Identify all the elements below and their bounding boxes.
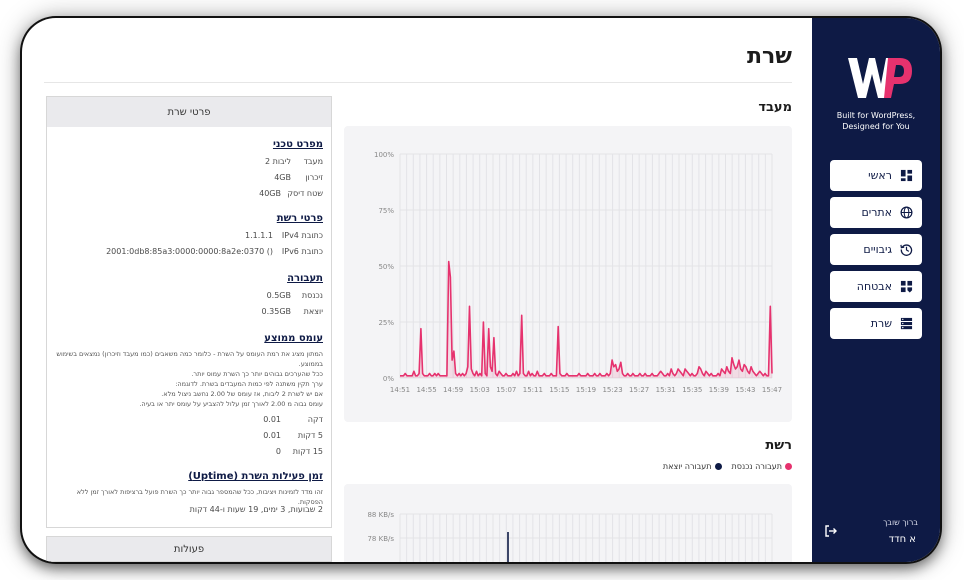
load-row-5min: 5 דקות 0.01 — [263, 431, 323, 440]
x-tick-label: 15:39 — [709, 386, 729, 394]
globe-icon — [900, 206, 913, 219]
y-tick-label: 88 KB/s — [367, 511, 394, 519]
nav-item-security[interactable]: אבטחה — [830, 271, 922, 302]
y-tick-label: 25% — [378, 319, 394, 327]
x-tick-label: 15:31 — [656, 386, 676, 394]
load-row-15min: 15 דקות 0 — [275, 447, 323, 456]
network-chart: 88 KB/s 78 KB/s — [367, 511, 773, 562]
nav-item-label: שרת — [870, 317, 892, 330]
legend-incoming-swatch — [785, 463, 792, 470]
x-tick-label: 15:27 — [629, 386, 649, 394]
page-title: שרת — [747, 44, 792, 69]
network-section-title: רשת — [765, 438, 792, 453]
server-details-panel: פרטי שרת מפרט טכני מעבד 2 ליבות זיכרון 4GB… — [46, 96, 332, 528]
dashboard-icon — [900, 169, 913, 182]
y-tick-label: 50% — [378, 263, 394, 271]
nav-item-label: גיבויים — [863, 243, 892, 256]
server-icon — [900, 317, 913, 330]
y-tick-label: 78 KB/s — [367, 535, 394, 543]
cpu-series-line — [400, 260, 773, 377]
nav-item-backups[interactable]: גיבויים — [830, 234, 922, 265]
y-tick-label: 100% — [374, 151, 394, 159]
load-average-description: המתון מציג את רמת העומס על השרת - כלומר … — [56, 350, 323, 408]
legend-outgoing: תעבורה יוצאת — [663, 462, 722, 471]
wp-logo — [848, 58, 912, 98]
traffic-title: תעבורה — [287, 273, 323, 284]
nav-item-label: ראשי — [868, 169, 892, 182]
x-tick-label: 15:03 — [470, 386, 490, 394]
history-icon — [900, 244, 913, 256]
title-divider — [44, 82, 792, 83]
network-row-ipv4: כתובת IPv4 1.1.1.1 — [245, 231, 323, 240]
tech-spec-title: מפרט טכני — [272, 139, 323, 150]
traffic-row-in: נכנסת 0.5GB — [266, 291, 323, 300]
spec-row-cpu: מעבד 2 ליבות — [264, 157, 323, 166]
x-tick-label: 15:07 — [496, 386, 516, 394]
nav-item-label: אבטחה — [856, 280, 892, 293]
logout-icon[interactable] — [824, 524, 838, 538]
network-legend: תעבורה נכנסת תעבורה יוצאת — [663, 462, 792, 471]
legend-outgoing-swatch — [714, 463, 722, 470]
network-chart-container: 88 KB/s 78 KB/s — [344, 484, 792, 562]
x-tick-label: 15:11 — [523, 386, 543, 394]
server-details-title: פרטי שרת — [47, 97, 331, 127]
load-row-1min: דקה 0.01 — [263, 415, 323, 424]
brand-tagline: Built for WordPress, Designed for You — [836, 111, 916, 131]
uptime-value: 2 שבועות, 3 ימים, 19 שעות ו-44 דקות — [189, 505, 323, 514]
uptime-title: זמן פעילות השרת (Uptime) — [188, 471, 323, 482]
cpu-section-title: מעבד — [758, 100, 792, 115]
x-tick-label: 15:15 — [549, 386, 569, 394]
x-tick-label: 15:35 — [682, 386, 702, 394]
cpu-chart-container: 14:51 14:55 14:59 15:03 15:07 15:11 15:15 15:19… — [344, 126, 792, 422]
x-tick-label: 14:59 — [443, 386, 463, 394]
app-window: Built for WordPress, Designed for You רא… — [22, 18, 940, 562]
nav-item-sites[interactable]: אתרים — [830, 197, 922, 228]
network-row-ipv6: כתובת IPv6 2001:0db8:85a3:0000:0000:8a2e:… — [106, 247, 323, 256]
y-tick-label: 75% — [378, 207, 394, 215]
x-tick-label: 15:43 — [735, 386, 755, 394]
nav-item-server[interactable]: שרת — [830, 308, 922, 339]
cpu-chart: 14:51 14:55 14:59 15:03 15:07 15:11 15:15 15:19… — [374, 151, 782, 394]
x-tick-label: 15:47 — [762, 386, 782, 394]
x-tick-label: 14:51 — [390, 386, 410, 394]
spec-row-disk: שטח דיסק 40GB — [259, 189, 323, 198]
traffic-row-out: יוצאת 0.35GB — [261, 307, 324, 316]
uptime-description: זהו מדד לזמינות ויציבות, ככל שהמספר גבוה… — [76, 488, 323, 506]
x-tick-label: 15:23 — [602, 386, 622, 394]
legend-incoming: תעבורה נכנסת — [732, 462, 792, 471]
network-details-title: פרטי רשת — [276, 213, 323, 224]
x-tick-label: 14:55 — [416, 386, 436, 394]
load-average-title: עומס ממוצע — [264, 333, 323, 344]
spec-row-memory: זיכרון 4GB — [274, 173, 323, 182]
x-tick-label: 15:19 — [576, 386, 596, 394]
nav-item-label: אתרים — [861, 206, 892, 219]
user-name: א חדד — [888, 534, 916, 545]
y-tick-label: 0% — [383, 375, 394, 383]
sidebar: Built for WordPress, Designed for You רא… — [812, 18, 940, 562]
nav-item-home[interactable]: ראשי — [830, 160, 922, 191]
actions-panel-title[interactable]: פעולות — [46, 536, 332, 562]
shield-grid-icon — [900, 280, 913, 293]
user-greeting: ברוך שובך — [883, 518, 918, 527]
